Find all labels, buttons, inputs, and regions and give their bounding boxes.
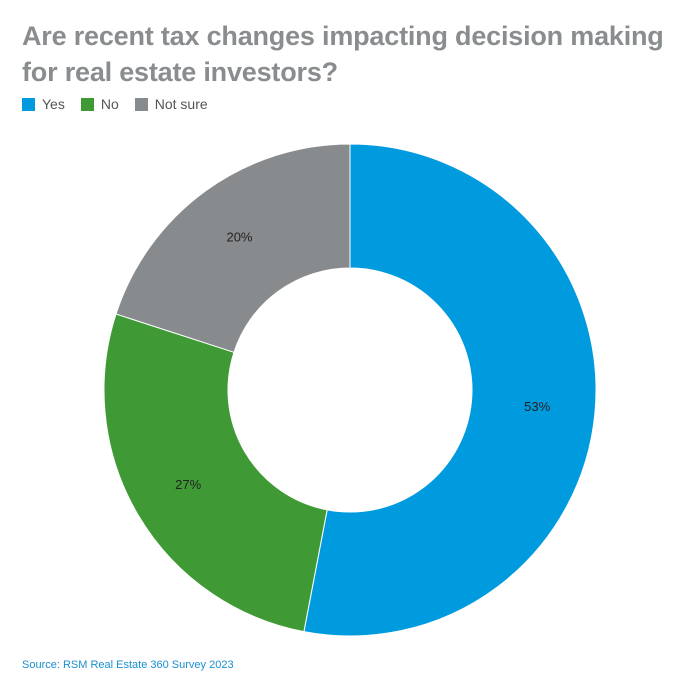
source-note: Source: RSM Real Estate 360 Survey 2023 xyxy=(22,659,234,671)
donut-slice-no xyxy=(103,313,328,633)
legend-label-yes: Yes xyxy=(42,96,65,112)
donut-slice-not-sure xyxy=(115,143,351,353)
slice-label-no: 27% xyxy=(175,477,201,492)
chart-title: Are recent tax changes impacting decisio… xyxy=(22,21,664,87)
legend-swatch-no xyxy=(80,97,94,111)
legend-item-not-sure: Not sure xyxy=(134,96,208,112)
donut-slices xyxy=(103,143,597,637)
donut-slice-labels: 53% 27% 20% xyxy=(175,229,550,492)
legend-item-no: No xyxy=(80,96,119,112)
legend-swatch-yes xyxy=(22,97,35,111)
legend-label-no: No xyxy=(100,96,119,112)
legend: Yes No Not sure xyxy=(22,96,224,112)
slice-label-yes: 53% xyxy=(524,399,550,414)
legend-item-yes: Yes xyxy=(22,96,65,112)
legend-swatch-not-sure xyxy=(134,97,148,111)
slice-label-not-sure: 20% xyxy=(226,229,252,244)
legend-label-not-sure: Not sure xyxy=(154,96,208,112)
donut-slice-yes xyxy=(303,143,597,637)
